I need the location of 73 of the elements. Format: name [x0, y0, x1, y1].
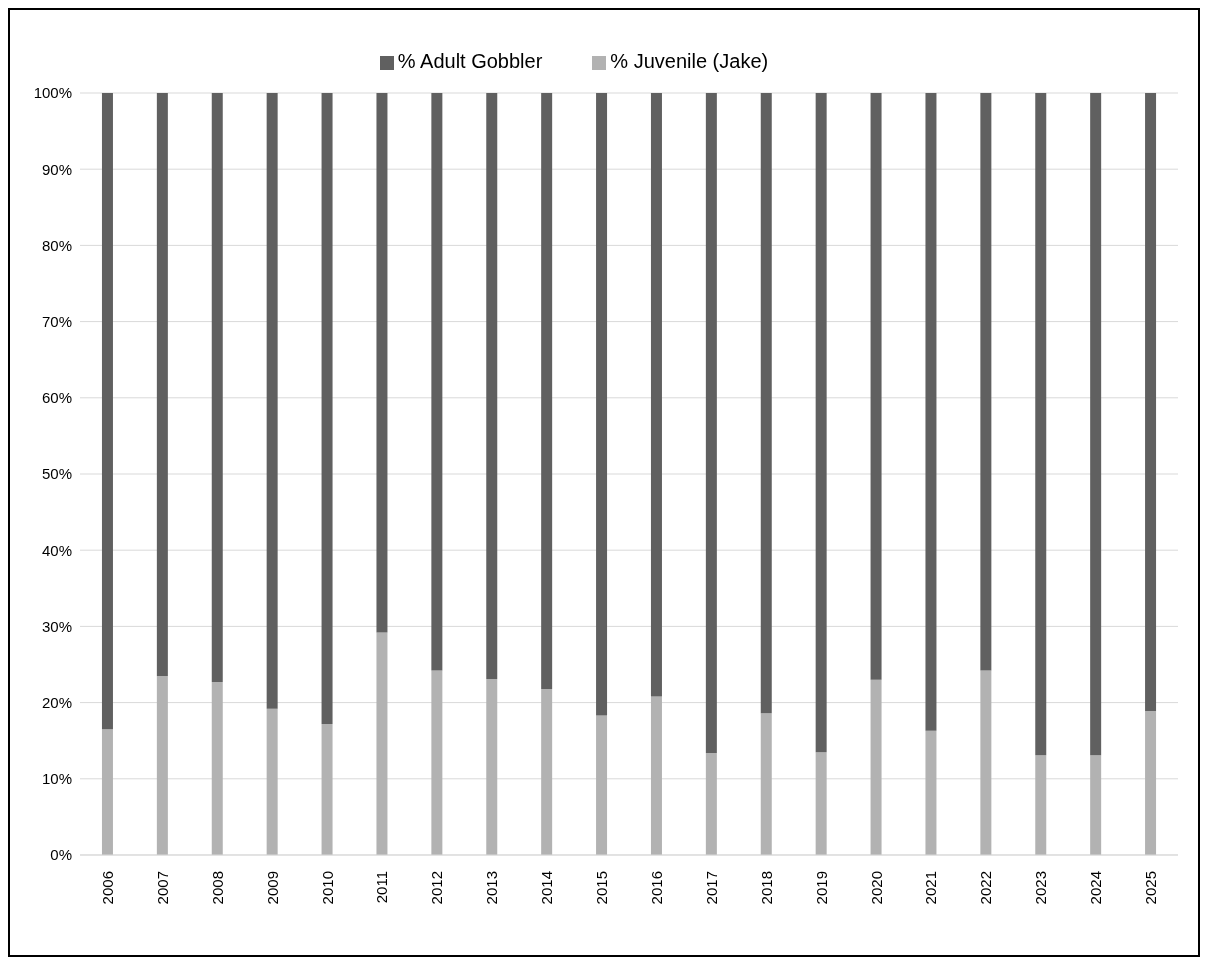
x-tick-label: 2021 — [922, 871, 940, 905]
x-tick-label: 2022 — [977, 871, 995, 905]
bar — [1145, 710, 1157, 855]
bar — [596, 93, 608, 716]
y-tick-label: 20% — [41, 693, 72, 711]
bar — [376, 632, 388, 855]
bar — [486, 678, 498, 855]
x-tick-label: 2020 — [867, 871, 885, 905]
y-tick-label: 40% — [41, 541, 72, 559]
bar — [101, 93, 113, 730]
bar — [980, 670, 992, 855]
bar — [1145, 93, 1157, 711]
x-tick-label: 2015 — [593, 871, 611, 905]
bar — [760, 93, 772, 714]
legend-label: % Juvenile (Jake) — [610, 50, 769, 72]
x-tick-label: 2016 — [647, 871, 665, 905]
bar — [870, 679, 882, 855]
bar — [815, 752, 827, 855]
x-tick-label: 2023 — [1032, 871, 1050, 905]
x-tick-label: 2017 — [702, 871, 720, 905]
y-tick-label: 100% — [33, 84, 72, 102]
bar — [266, 708, 278, 855]
y-tick-label: 80% — [41, 236, 72, 254]
bar — [431, 93, 443, 671]
bar — [101, 729, 113, 855]
bar — [156, 675, 168, 855]
bar — [1090, 755, 1102, 855]
y-tick-label: 60% — [41, 389, 72, 407]
bar — [870, 93, 882, 680]
bar — [211, 93, 223, 683]
bar — [925, 93, 937, 731]
bar — [925, 730, 937, 855]
x-tick-label: 2009 — [263, 871, 281, 905]
x-tick-label: 2014 — [538, 871, 556, 905]
legend-label: % Adult Gobbler — [397, 50, 543, 72]
x-tick-label: 2008 — [208, 871, 226, 905]
x-tick-label: 2010 — [318, 871, 336, 905]
bar — [431, 670, 443, 855]
bar — [1035, 93, 1047, 756]
x-tick-label: 2013 — [483, 871, 501, 905]
bar — [596, 715, 608, 855]
y-tick-label: 90% — [41, 160, 72, 178]
bar — [705, 93, 717, 753]
bar — [211, 682, 223, 855]
x-tick-label: 2006 — [98, 871, 116, 905]
x-tick-label: 2012 — [428, 871, 446, 905]
bar — [541, 688, 553, 855]
bar — [541, 93, 553, 689]
bar — [321, 93, 333, 724]
y-tick-label: 10% — [41, 770, 72, 788]
x-tick-label: 2019 — [812, 871, 830, 905]
y-tick-label: 50% — [41, 465, 72, 483]
bar — [705, 752, 717, 855]
y-tick-label: 30% — [41, 617, 72, 635]
bar — [650, 696, 662, 855]
y-tick-label: 0% — [50, 846, 72, 864]
bar — [321, 723, 333, 855]
bar — [980, 93, 992, 671]
bar — [156, 93, 168, 676]
x-tick-label: 2018 — [757, 871, 775, 905]
bar — [760, 713, 772, 855]
bar — [1090, 93, 1102, 756]
bar — [266, 93, 278, 709]
x-tick-label: 2011 — [373, 871, 391, 904]
x-tick-label: 2007 — [153, 871, 171, 905]
bar — [376, 93, 388, 633]
bar — [486, 93, 498, 679]
bar — [650, 93, 662, 697]
x-tick-label: 2024 — [1087, 871, 1105, 905]
bar — [1035, 755, 1047, 855]
bar — [815, 93, 827, 753]
x-tick-label: 2025 — [1142, 871, 1160, 905]
y-tick-label: 70% — [41, 312, 72, 330]
